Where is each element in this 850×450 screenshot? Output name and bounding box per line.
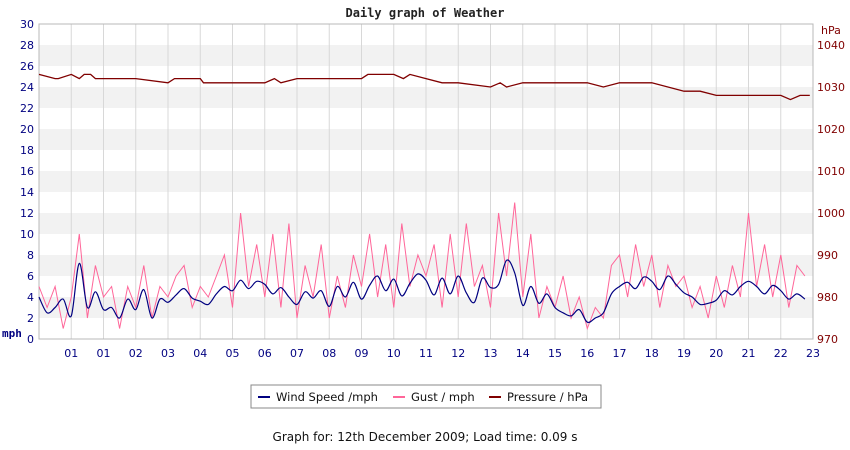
x-tick-label: 11	[419, 347, 433, 360]
right-tick-label: 980	[817, 291, 838, 304]
left-tick-label: 12	[20, 207, 34, 220]
right-tick-label: 1000	[817, 207, 845, 220]
left-tick-label: 26	[20, 60, 34, 73]
gust-series-line	[38, 202, 806, 331]
right-tick-label: 1020	[817, 123, 845, 136]
x-tick-label: 06	[258, 347, 272, 360]
x-tick-label: 12	[451, 347, 465, 360]
chart-title: Daily graph of Weather	[346, 6, 505, 20]
footer-caption: Graph for: 12th December 2009; Load time…	[272, 430, 578, 444]
left-tick-label: 22	[20, 102, 34, 115]
left-tick-label: 14	[20, 186, 34, 199]
pressure-series-line	[38, 73, 810, 101]
right-tick-label: 1010	[817, 165, 845, 178]
left-tick-label: 4	[27, 291, 34, 304]
x-tick-label: 05	[226, 347, 240, 360]
x-tick-label: 08	[322, 347, 336, 360]
left-tick-label: 30	[20, 18, 34, 31]
left-tick-label: 2	[27, 312, 34, 325]
x-tick-label: 04	[193, 347, 207, 360]
right-tick-label: 970	[817, 333, 838, 346]
x-tick-label: 23	[806, 347, 820, 360]
legend-label-wind: Wind Speed /mph	[276, 390, 378, 404]
left-tick-label: 8	[27, 249, 34, 262]
legend-label-pressure: Pressure / hPa	[507, 390, 588, 404]
x-tick-label: 09	[355, 347, 369, 360]
x-tick-label: 16	[580, 347, 594, 360]
left-tick-label: 18	[20, 144, 34, 157]
right-tick-label: 1030	[817, 81, 845, 94]
legend-label-gust: Gust / mph	[411, 390, 475, 404]
x-tick-label: 10	[387, 347, 401, 360]
series-layer	[38, 73, 810, 331]
x-tick-label: 13	[484, 347, 498, 360]
x-tick-label: 03	[161, 347, 175, 360]
x-tick-label: 15	[548, 347, 562, 360]
right-axis-ticks: 970 980 990 1000 1010 1020 1030 1040	[817, 39, 845, 346]
plot-frame	[38, 23, 814, 340]
legend-box	[250, 384, 602, 409]
wind-speed-series-line	[38, 259, 806, 324]
right-tick-label: 990	[817, 249, 838, 262]
x-axis-ticks: 01 01 02 03 04 05 06 07 08 09 10 11 12 13 14 15 16 17 18 19…	[64, 347, 820, 360]
left-tick-label: 0	[27, 333, 34, 346]
x-tick-label: 21	[742, 347, 756, 360]
right-axis-unit: hPa	[821, 24, 841, 37]
x-tick-label: 22	[774, 347, 788, 360]
left-tick-label: 6	[27, 270, 34, 283]
left-tick-label: 20	[20, 123, 34, 136]
x-tick-label: 19	[677, 347, 691, 360]
x-tick-label: 14	[516, 347, 530, 360]
left-tick-label: 10	[20, 228, 34, 241]
left-axis-unit: mph	[2, 327, 22, 340]
x-tick-label: 02	[129, 347, 143, 360]
x-tick-label: 20	[709, 347, 723, 360]
x-tick-label: 18	[645, 347, 659, 360]
plot-grid	[70, 24, 782, 339]
right-tick-label: 1040	[817, 39, 845, 52]
left-tick-label: 28	[20, 39, 34, 52]
legend: Wind Speed /mph Gust / mph Pressure / hP…	[250, 384, 602, 409]
x-tick-label: 17	[613, 347, 627, 360]
x-tick-label: 01	[97, 347, 111, 360]
left-tick-label: 24	[20, 81, 34, 94]
x-tick-label: 07	[290, 347, 304, 360]
left-tick-label: 16	[20, 165, 34, 178]
x-tick-label: 01	[64, 347, 78, 360]
